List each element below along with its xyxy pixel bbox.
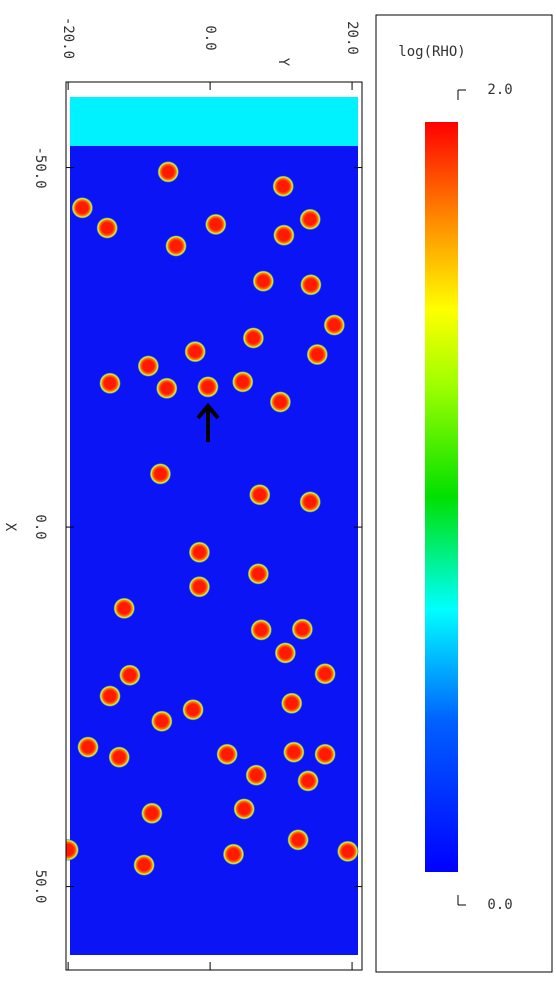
particle-core: [101, 222, 113, 234]
y-tick-label: -20.0: [60, 17, 76, 59]
particle-core: [142, 360, 154, 372]
particle-core: [138, 859, 150, 871]
particle-core: [104, 690, 116, 702]
particle-core: [278, 229, 290, 241]
particle-core: [279, 647, 291, 659]
x-axis-label: X: [2, 523, 18, 532]
y-tick-label: 0.0: [202, 25, 218, 50]
particle-core: [304, 496, 316, 508]
particle-core: [156, 715, 168, 727]
particle-core: [170, 240, 182, 252]
particles: [66, 161, 359, 876]
particle-core: [189, 346, 201, 358]
colorbar-tick-label: 2.0: [487, 82, 512, 98]
particle-core: [328, 319, 340, 331]
particle-core: [277, 180, 289, 192]
particle-core: [286, 697, 298, 709]
particle-core: [252, 568, 264, 580]
particle-core: [254, 489, 266, 501]
particle-core: [342, 845, 354, 857]
plot-area: [66, 82, 362, 970]
particle-core: [292, 834, 304, 846]
particle-core: [66, 844, 74, 856]
colorbar-tick-label: 0.0: [487, 897, 512, 913]
particle-core: [247, 332, 259, 344]
particle-core: [154, 468, 166, 480]
particle-core: [82, 741, 94, 753]
particle-core: [146, 807, 158, 819]
colorbar-label: log(RHO): [398, 44, 465, 60]
particle-core: [237, 376, 249, 388]
particle-core: [255, 624, 267, 636]
particle-core: [202, 381, 214, 393]
particle-core: [193, 581, 205, 593]
particle-core: [238, 803, 250, 815]
particle-core: [319, 748, 331, 760]
particle-core: [288, 746, 300, 758]
particle-core: [257, 275, 269, 287]
particle-core: [187, 704, 199, 716]
particle-core: [305, 279, 317, 291]
plot-frame: [65, 81, 363, 971]
dense-region: [70, 97, 358, 146]
x-tick-label: 0.0: [32, 514, 48, 539]
particle-core: [124, 669, 136, 681]
particle-core: [311, 349, 323, 361]
particle-core: [250, 769, 262, 781]
colorbar-frame: [375, 14, 553, 973]
particle-core: [210, 218, 222, 230]
particle-core: [113, 751, 125, 763]
particle-core: [221, 748, 233, 760]
y-axis-label: Y: [275, 58, 291, 67]
particle-core: [193, 546, 205, 558]
x-tick-label: 50.0: [32, 870, 48, 904]
particle-core: [304, 213, 316, 225]
particle-core: [162, 166, 174, 178]
colorbar: [425, 122, 458, 872]
particle-core: [76, 202, 88, 214]
particle-core: [296, 623, 308, 635]
y-tick-label: 20.0: [344, 21, 360, 55]
particle-core: [302, 775, 314, 787]
particle-core: [274, 396, 286, 408]
x-tick-label: -50.0: [32, 146, 48, 188]
density-field: [70, 97, 358, 955]
arrow: [196, 402, 220, 442]
particle-core: [319, 668, 331, 680]
particle-core: [161, 382, 173, 394]
particle-core: [118, 602, 130, 614]
particle-core: [228, 848, 240, 860]
particle-core: [104, 377, 116, 389]
